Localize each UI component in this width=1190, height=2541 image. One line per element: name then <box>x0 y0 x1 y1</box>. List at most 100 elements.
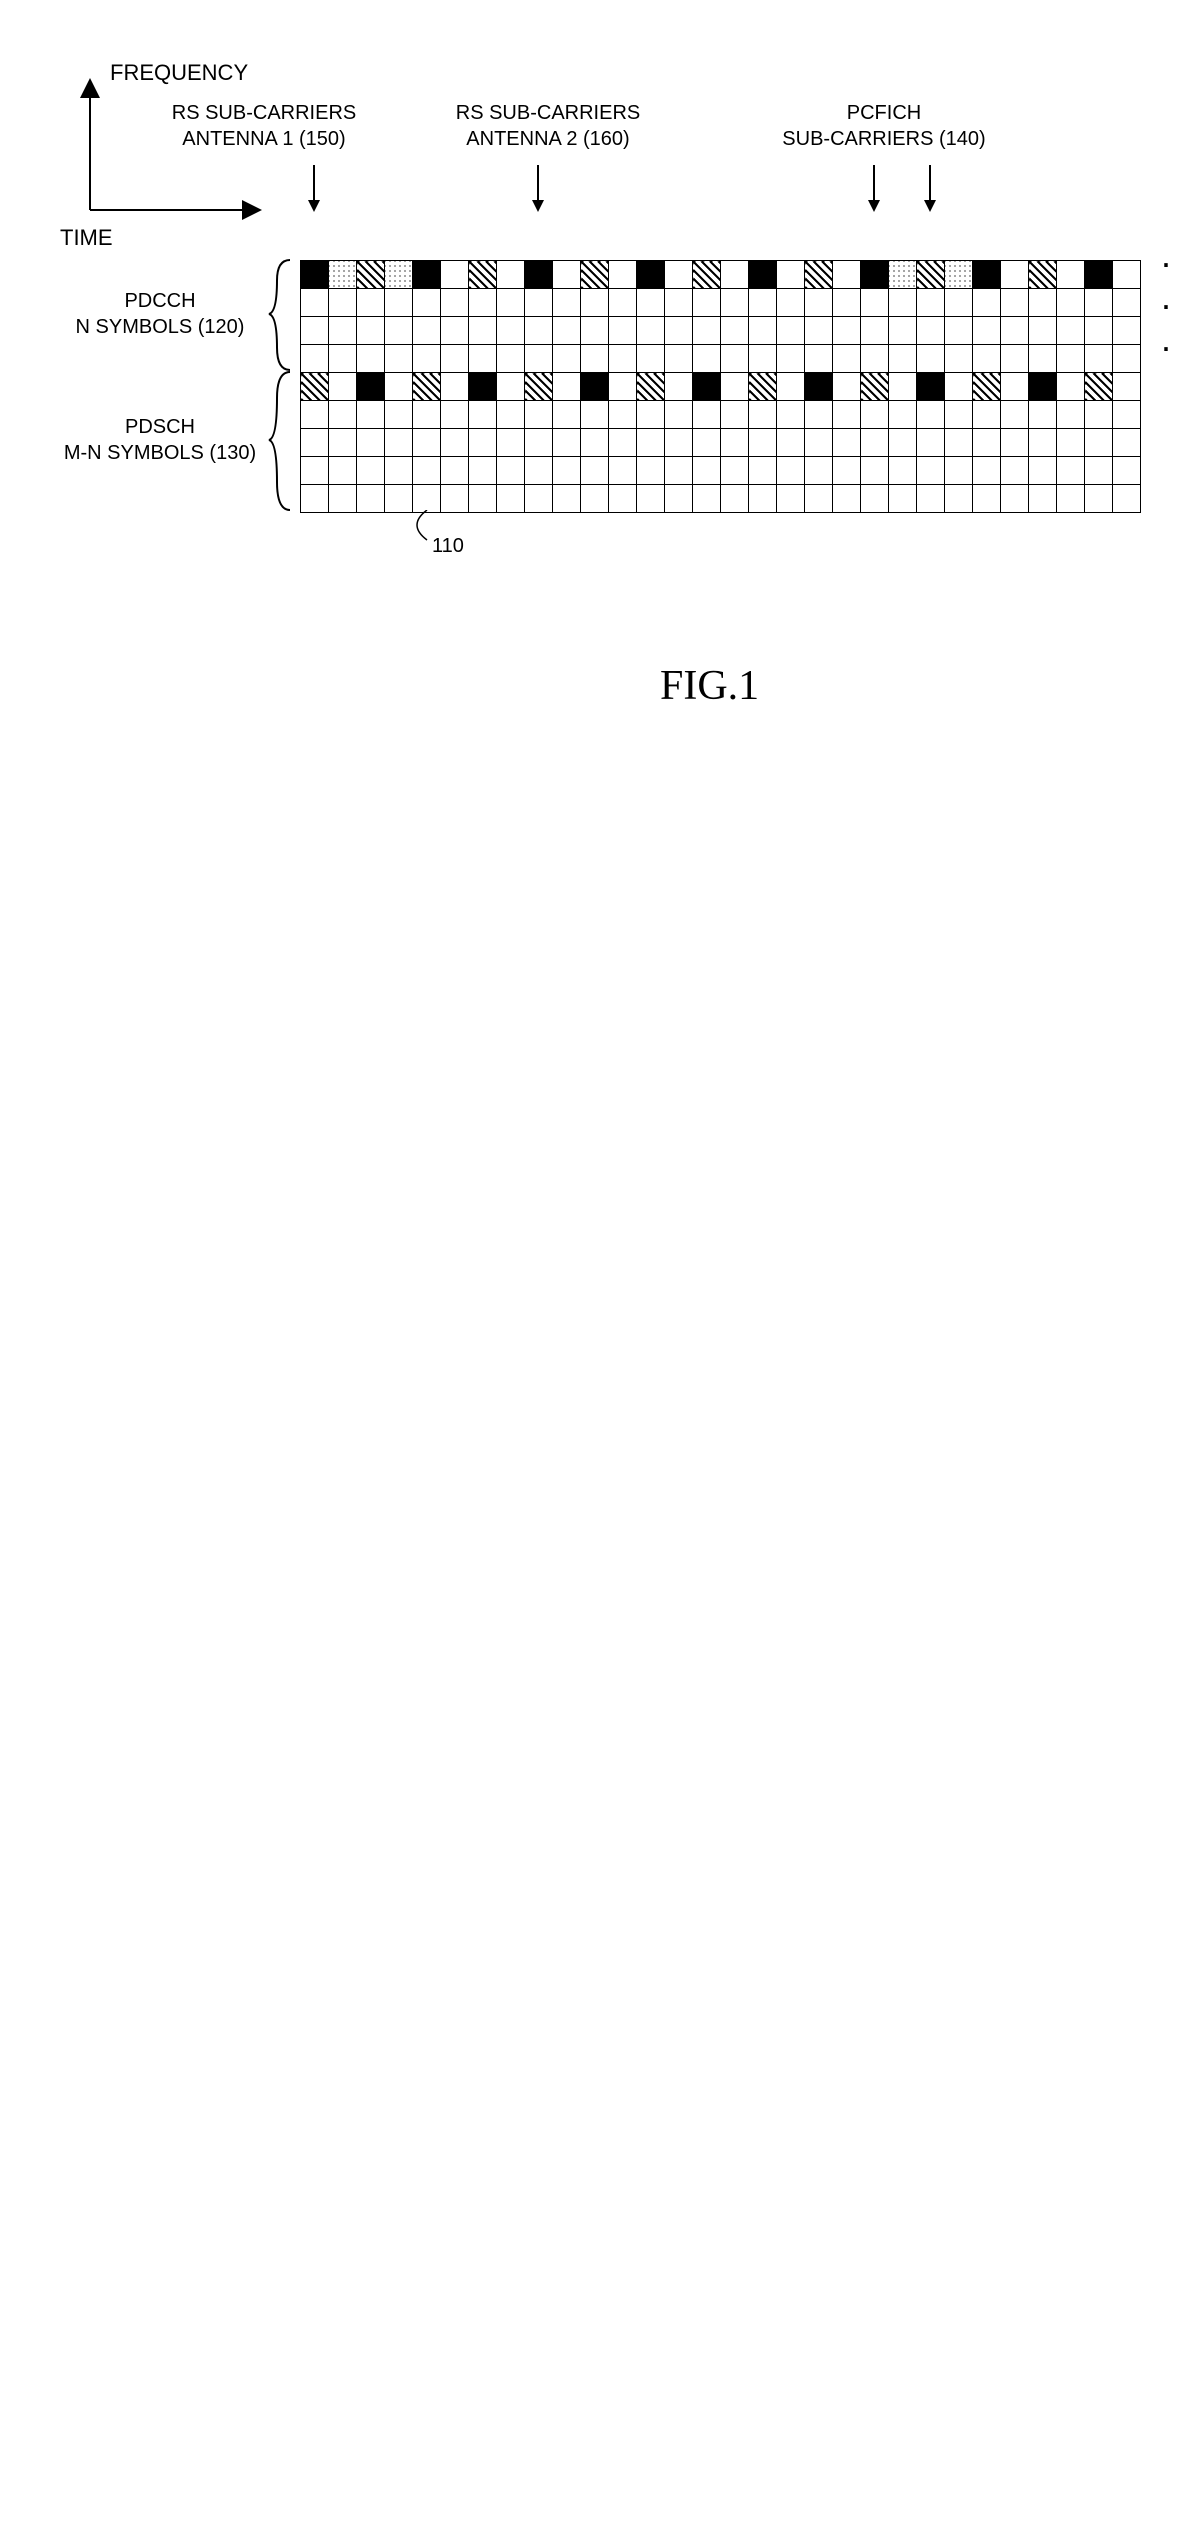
grid-cell <box>805 373 833 401</box>
grid-cell <box>329 429 357 457</box>
grid-cell <box>973 485 1001 513</box>
grid-cell <box>469 261 497 289</box>
grid-cell <box>301 289 329 317</box>
grid-cell <box>721 401 749 429</box>
grid-cell <box>469 373 497 401</box>
grid-cell <box>469 429 497 457</box>
grid-cell <box>1113 317 1141 345</box>
grid-cell <box>441 289 469 317</box>
grid-cell <box>805 289 833 317</box>
grid-cell <box>357 429 385 457</box>
grid-cell <box>553 345 581 373</box>
grid-cell <box>497 289 525 317</box>
grid-cell <box>749 429 777 457</box>
grid-cell <box>469 485 497 513</box>
grid-cell <box>441 401 469 429</box>
grid-cell <box>1029 373 1057 401</box>
grid-cell <box>889 345 917 373</box>
grid-cell <box>301 457 329 485</box>
grid-cell <box>1113 485 1141 513</box>
top-label-line1: RS SUB-CARRIERS <box>154 100 374 126</box>
top-label: RS SUB-CARRIERSANTENNA 2 (160) <box>438 100 658 152</box>
grid-cell <box>497 429 525 457</box>
grid-cell <box>441 429 469 457</box>
grid-cell <box>721 429 749 457</box>
grid-cell <box>581 373 609 401</box>
ref-110-text: 110 <box>432 535 464 558</box>
grid-cell <box>917 345 945 373</box>
grid-cell <box>889 317 917 345</box>
grid-cell <box>609 485 637 513</box>
grid-cell <box>357 401 385 429</box>
grid-cell <box>889 401 917 429</box>
grid-cell <box>301 401 329 429</box>
grid-cell <box>889 373 917 401</box>
grid-cell <box>945 401 973 429</box>
grid-cell <box>1029 317 1057 345</box>
grid-cell <box>1057 317 1085 345</box>
grid-cell <box>637 373 665 401</box>
grid-cell <box>889 289 917 317</box>
grid-cell <box>1029 485 1057 513</box>
grid-cell <box>721 317 749 345</box>
grid-cell <box>413 261 441 289</box>
grid-cell <box>973 373 1001 401</box>
grid-cell <box>749 289 777 317</box>
grid-cell <box>637 429 665 457</box>
grid-cell <box>637 401 665 429</box>
grid-cell <box>861 485 889 513</box>
top-label: PCFICHSUB-CARRIERS (140) <box>774 100 994 152</box>
grid-cell <box>917 429 945 457</box>
grid-cell <box>441 317 469 345</box>
grid-cell <box>441 345 469 373</box>
grid-cell <box>693 261 721 289</box>
grid-cell <box>749 317 777 345</box>
grid-cell <box>861 373 889 401</box>
grid-cell <box>385 485 413 513</box>
grid-cell <box>665 457 693 485</box>
grid-cell <box>917 317 945 345</box>
grid-cell <box>1057 429 1085 457</box>
grid-cell <box>1113 345 1141 373</box>
grid-cell <box>637 457 665 485</box>
grid-cell <box>693 345 721 373</box>
grid-cell <box>413 289 441 317</box>
grid-cell <box>525 429 553 457</box>
grid-cell <box>1029 457 1057 485</box>
grid-cell <box>833 457 861 485</box>
grid-cell <box>945 261 973 289</box>
grid-cell <box>693 373 721 401</box>
grid-cell <box>1001 457 1029 485</box>
grid-cell <box>665 289 693 317</box>
grid-cell <box>833 401 861 429</box>
top-label-line1: RS SUB-CARRIERS <box>438 100 658 126</box>
grid-cell <box>469 317 497 345</box>
grid-cell <box>581 261 609 289</box>
grid-cell <box>1057 345 1085 373</box>
grid-cell <box>553 401 581 429</box>
top-label-arrow <box>859 160 889 220</box>
top-label: RS SUB-CARRIERSANTENNA 1 (150) <box>154 100 374 152</box>
grid-cell <box>693 457 721 485</box>
grid-cell <box>1085 457 1113 485</box>
grid-cell <box>301 317 329 345</box>
grid-cell <box>973 345 1001 373</box>
grid-cell <box>805 429 833 457</box>
grid-cell <box>413 373 441 401</box>
figure-caption: FIG.1 <box>660 662 759 710</box>
grid-cell <box>497 261 525 289</box>
grid-cell <box>385 429 413 457</box>
grid-cell <box>1001 345 1029 373</box>
grid-cell <box>749 261 777 289</box>
grid-cell <box>1001 261 1029 289</box>
top-label-arrow <box>299 160 329 220</box>
grid-cell <box>497 485 525 513</box>
top-label-line1: PCFICH <box>774 100 994 126</box>
grid-cell <box>1001 317 1029 345</box>
grid-cell <box>637 345 665 373</box>
grid-cell <box>917 373 945 401</box>
grid-cell <box>329 345 357 373</box>
grid-cell <box>1085 289 1113 317</box>
axis-y-label: TIME <box>60 225 113 251</box>
grid-cell <box>1001 429 1029 457</box>
